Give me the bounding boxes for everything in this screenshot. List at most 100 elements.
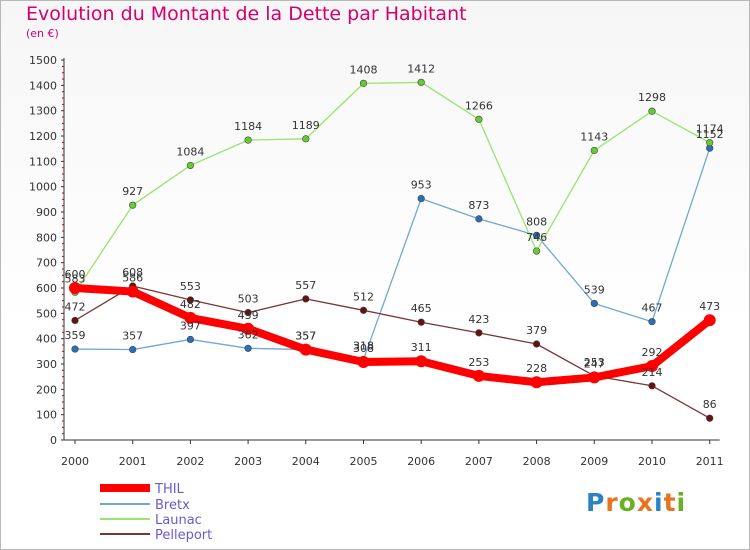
data-label-thil: 228 [526,362,547,375]
y-tick-label: 500 [36,307,57,320]
data-point-thil [242,322,255,335]
data-point-pelleport [532,340,541,348]
legend-label-launac: Launac [155,513,202,528]
data-point-thil [69,282,81,295]
data-point-thil [415,355,428,368]
data-label-thil: 600 [65,268,86,281]
series-layer [69,78,716,422]
data-label-bretx: 357 [122,330,143,343]
data-label-thil: 247 [584,357,605,370]
data-point-launac [359,79,368,87]
data-point-bretx [129,345,137,354]
data-label-pelleport: 512 [353,290,374,303]
value-labels: 359 357 397 362 357 318 953 873 808 539 467 1152 583… [65,62,724,411]
y-tick-label: 700 [36,257,57,270]
y-tick-label: 1000 [29,181,57,194]
data-label-thil: 586 [122,272,143,285]
y-tick-label: 1300 [29,105,57,118]
x-tick-label: 2009 [580,455,608,468]
chart-title: Evolution du Montant de la Dette par Hab… [26,3,467,25]
series-line-bretx [74,147,711,361]
data-label-pelleport: 557 [295,279,316,292]
data-label-launac: 1189 [292,119,320,132]
data-point-launac [417,78,425,86]
logo-letter: i [676,488,687,517]
data-label-pelleport: 379 [526,324,547,337]
proxiti-logo: Proxiti [586,488,686,517]
data-label-bretx: 318 [353,339,374,352]
data-point-launac [648,107,656,115]
data-label-bretx: 359 [65,329,86,342]
logo-letter: x [636,488,654,517]
data-point-bretx [71,345,79,353]
x-tick-label: 2002 [176,455,204,468]
data-point-pelleport [244,308,252,317]
data-point-thil [646,360,658,373]
data-label-launac: 1174 [696,123,724,136]
data-label-pelleport: 214 [642,366,663,379]
x-tick-label: 2006 [407,455,435,468]
legend-label-bretx: Bretx [155,498,190,513]
data-point-bretx [475,215,483,223]
data-label-pelleport: 423 [468,313,489,326]
y-tick-label: 100 [36,409,57,422]
series-line-thil [71,284,714,387]
x-tick-label: 2005 [350,455,378,468]
y-tick-label: 300 [36,358,57,371]
x-tick-label: 2007 [465,455,493,468]
data-point-bretx [532,231,541,239]
data-label-thil: 253 [468,356,489,369]
series-line-launac [74,81,711,293]
logo-letter: o [618,488,637,517]
legend-label-thil: THIL [154,482,185,497]
data-point-pelleport [417,318,425,326]
data-label-pelleport: 608 [122,266,143,279]
data-label-bretx: 397 [180,319,201,332]
chart-subtitle: (en €) [26,27,59,40]
data-point-bretx [244,344,252,352]
y-tick-label: 1500 [29,54,57,67]
x-tick-label: 2008 [523,455,551,468]
logo-letter: P [586,488,606,517]
data-label-launac: 583 [65,272,86,285]
data-label-thil: 357 [295,330,316,343]
y-tick-label: 800 [36,231,57,244]
data-label-pelleport: 253 [584,356,605,369]
data-point-thil [588,371,601,384]
x-tick-label: 2010 [638,455,666,468]
data-point-bretx [590,299,598,308]
data-point-pelleport [648,382,656,390]
data-point-launac [475,115,483,123]
data-label-pelleport: 472 [65,300,86,313]
data-label-launac: 1408 [350,63,378,76]
data-point-launac [186,161,194,170]
data-label-thil: 292 [642,346,663,359]
data-label-pelleport: 465 [411,302,432,315]
data-label-thil: 311 [411,341,432,354]
data-label-launac: 1298 [638,91,666,104]
x-tick-label: 2003 [234,455,262,468]
data-label-pelleport: 503 [238,293,259,306]
data-point-pelleport [706,414,714,422]
x-tick-label: 2011 [696,455,724,468]
y-tick-label: 400 [36,333,57,346]
data-point-thil [126,285,139,298]
y-tick-label: 200 [36,383,57,396]
data-label-bretx: 808 [526,215,547,228]
y-tick-label: 0 [50,434,57,447]
data-label-launac: 1412 [407,62,435,75]
data-label-thil: 439 [238,309,259,322]
data-point-bretx [648,318,656,326]
data-point-bretx [417,195,425,203]
data-label-bretx: 1152 [696,128,724,141]
data-label-launac: 1266 [465,99,493,112]
data-label-bretx: 357 [295,330,316,343]
data-point-pelleport [186,296,194,304]
data-label-launac: 1184 [234,120,262,133]
legend-label-pelleport: Pelleport [155,528,212,543]
data-point-pelleport [302,295,310,303]
data-label-bretx: 953 [411,179,432,192]
y-tick-label: 1100 [29,155,57,168]
